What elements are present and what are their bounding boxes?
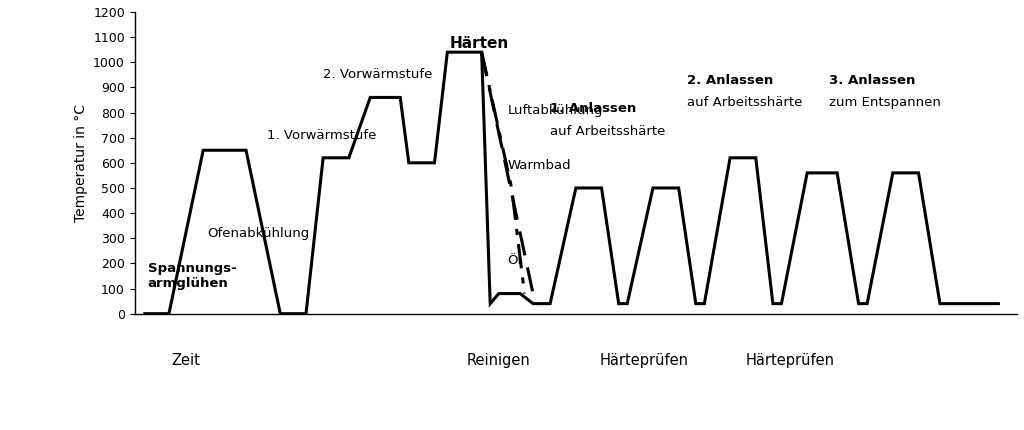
Text: zum Entspannen: zum Entspannen [828, 96, 940, 109]
Text: Härteprüfen: Härteprüfen [745, 353, 835, 368]
Text: auf Arbeitsshärte: auf Arbeitsshärte [687, 96, 803, 109]
Text: 2. Vorwärmstufe: 2. Vorwärmstufe [324, 68, 432, 81]
Text: 3. Anlassen: 3. Anlassen [828, 74, 915, 87]
Text: Härten: Härten [450, 36, 509, 51]
Text: 2. Anlassen: 2. Anlassen [687, 74, 773, 87]
Text: auf Arbeitsshärte: auf Arbeitsshärte [550, 125, 666, 138]
Text: Zeit: Zeit [172, 353, 201, 368]
Text: Ofenabkühlung: Ofenabkühlung [208, 227, 309, 240]
Text: Reinigen: Reinigen [467, 353, 530, 368]
Text: 1. Vorwärmstufe: 1. Vorwärmstufe [267, 129, 377, 141]
Text: Luftabkühlung: Luftabkühlung [507, 104, 603, 117]
Text: Warmbad: Warmbad [507, 159, 571, 172]
Y-axis label: Temperatur in °C: Temperatur in °C [74, 104, 87, 222]
Text: Härteprüfen: Härteprüfen [600, 353, 689, 368]
Text: Öl: Öl [507, 255, 521, 267]
Text: Spannungs-
armglühen: Spannungs- armglühen [147, 262, 237, 290]
Text: 1. Anlassen: 1. Anlassen [550, 102, 636, 115]
